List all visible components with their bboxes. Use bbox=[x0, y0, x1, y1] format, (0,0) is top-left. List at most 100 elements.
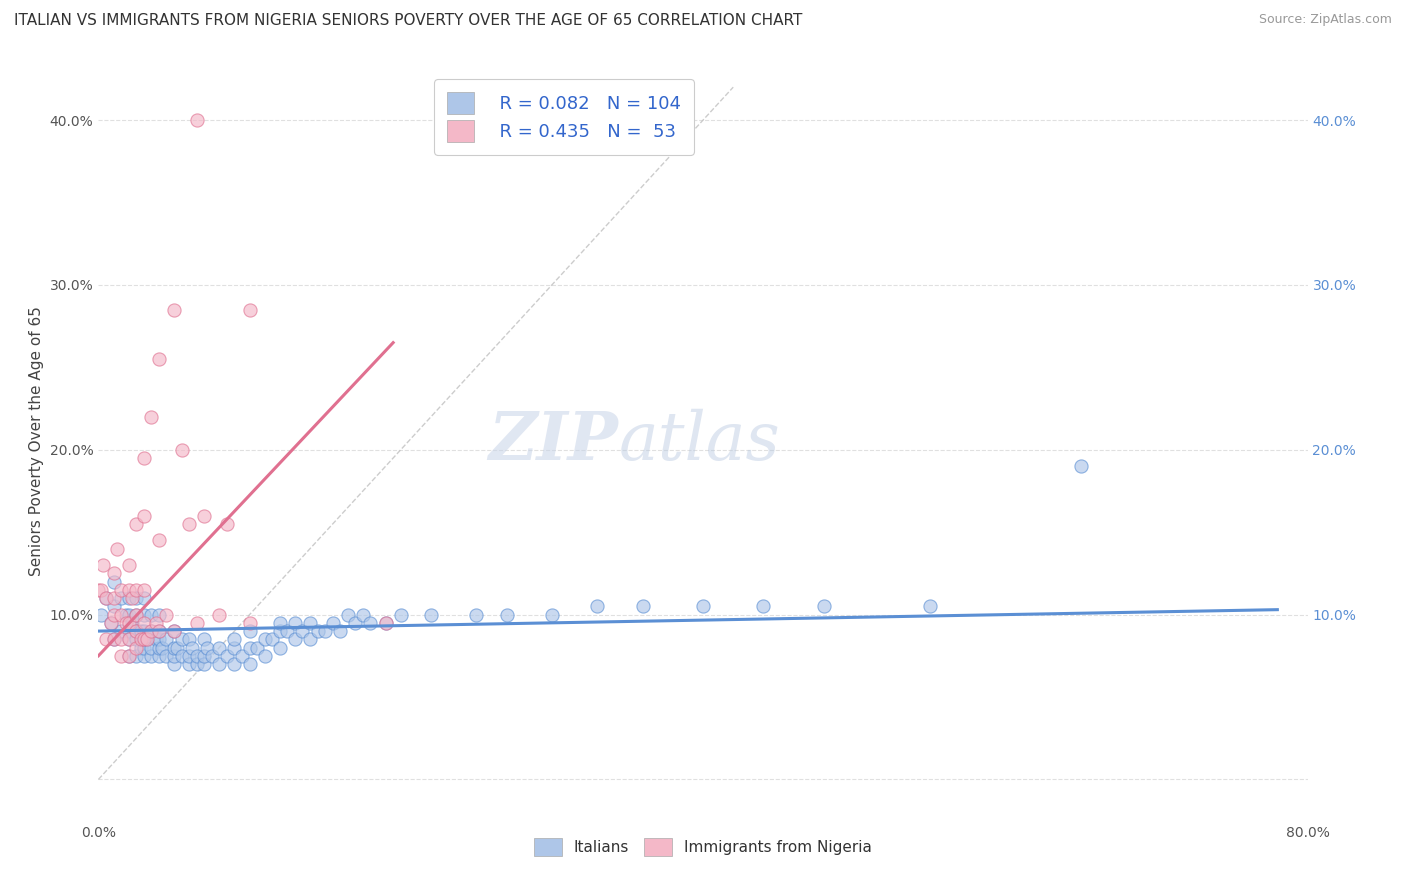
Point bbox=[145, 632, 167, 647]
Point bbox=[276, 624, 298, 639]
Point bbox=[193, 648, 215, 663]
Point bbox=[114, 607, 136, 622]
Point bbox=[262, 632, 284, 647]
Point bbox=[322, 615, 344, 630]
Point bbox=[170, 648, 193, 663]
Point bbox=[125, 648, 148, 663]
Point bbox=[299, 615, 322, 630]
Point bbox=[540, 607, 562, 622]
Point bbox=[163, 640, 186, 655]
Point bbox=[193, 657, 215, 671]
Point bbox=[100, 615, 122, 630]
Point bbox=[170, 632, 193, 647]
Point bbox=[103, 599, 125, 614]
Point bbox=[103, 632, 125, 647]
Point bbox=[231, 648, 253, 663]
Point bbox=[179, 648, 201, 663]
Point bbox=[813, 599, 835, 614]
Point bbox=[125, 624, 148, 639]
Point bbox=[105, 541, 128, 556]
Point bbox=[374, 615, 396, 630]
Point bbox=[163, 302, 186, 317]
Point bbox=[215, 516, 238, 531]
Point bbox=[208, 657, 231, 671]
Point bbox=[692, 599, 714, 614]
Text: ITALIAN VS IMMIGRANTS FROM NIGERIA SENIORS POVERTY OVER THE AGE OF 65 CORRELATIO: ITALIAN VS IMMIGRANTS FROM NIGERIA SENIO… bbox=[14, 13, 803, 29]
Point bbox=[155, 632, 177, 647]
Y-axis label: Seniors Poverty Over the Age of 65: Seniors Poverty Over the Age of 65 bbox=[30, 307, 44, 576]
Point bbox=[148, 533, 170, 548]
Point bbox=[360, 615, 382, 630]
Point bbox=[253, 648, 276, 663]
Point bbox=[166, 640, 188, 655]
Point bbox=[170, 442, 193, 457]
Point bbox=[291, 624, 314, 639]
Point bbox=[269, 624, 291, 639]
Point bbox=[118, 632, 141, 647]
Point bbox=[135, 632, 157, 647]
Point bbox=[132, 632, 155, 647]
Point bbox=[103, 632, 125, 647]
Point bbox=[148, 624, 170, 639]
Point bbox=[132, 591, 155, 606]
Point bbox=[141, 607, 163, 622]
Point bbox=[103, 574, 125, 589]
Point bbox=[118, 591, 141, 606]
Point bbox=[132, 582, 155, 597]
Point bbox=[224, 657, 246, 671]
Point bbox=[269, 640, 291, 655]
Point bbox=[110, 648, 132, 663]
Point bbox=[90, 607, 112, 622]
Point bbox=[148, 624, 170, 639]
Point bbox=[150, 640, 173, 655]
Point bbox=[118, 632, 141, 647]
Point bbox=[132, 615, 155, 630]
Point bbox=[145, 615, 167, 630]
Text: ZIP: ZIP bbox=[488, 409, 619, 474]
Point bbox=[1070, 459, 1092, 474]
Point bbox=[129, 640, 152, 655]
Point bbox=[141, 640, 163, 655]
Point bbox=[201, 648, 224, 663]
Text: atlas: atlas bbox=[619, 409, 780, 475]
Point bbox=[125, 632, 148, 647]
Point bbox=[148, 632, 170, 647]
Point bbox=[329, 624, 352, 639]
Point bbox=[103, 566, 125, 581]
Point bbox=[269, 615, 291, 630]
Point bbox=[239, 624, 262, 639]
Point bbox=[193, 632, 215, 647]
Point bbox=[179, 516, 201, 531]
Point bbox=[118, 648, 141, 663]
Point bbox=[918, 599, 941, 614]
Point bbox=[132, 632, 155, 647]
Point bbox=[148, 352, 170, 367]
Point bbox=[246, 640, 269, 655]
Legend: Italians, Immigrants from Nigeria: Italians, Immigrants from Nigeria bbox=[527, 831, 879, 863]
Point bbox=[420, 607, 443, 622]
Point bbox=[121, 591, 143, 606]
Point bbox=[163, 624, 186, 639]
Point bbox=[181, 640, 204, 655]
Point bbox=[239, 615, 262, 630]
Point bbox=[91, 558, 114, 573]
Point bbox=[239, 657, 262, 671]
Point bbox=[132, 450, 155, 465]
Point bbox=[118, 582, 141, 597]
Point bbox=[129, 624, 152, 639]
Point bbox=[586, 599, 609, 614]
Point bbox=[94, 632, 117, 647]
Point bbox=[224, 632, 246, 647]
Point bbox=[110, 582, 132, 597]
Point bbox=[239, 302, 262, 317]
Point bbox=[103, 591, 125, 606]
Point bbox=[465, 607, 488, 622]
Point bbox=[631, 599, 654, 614]
Point bbox=[141, 409, 163, 424]
Point bbox=[118, 648, 141, 663]
Point bbox=[155, 648, 177, 663]
Point bbox=[389, 607, 412, 622]
Point bbox=[179, 632, 201, 647]
Point bbox=[307, 624, 329, 639]
Point bbox=[132, 640, 155, 655]
